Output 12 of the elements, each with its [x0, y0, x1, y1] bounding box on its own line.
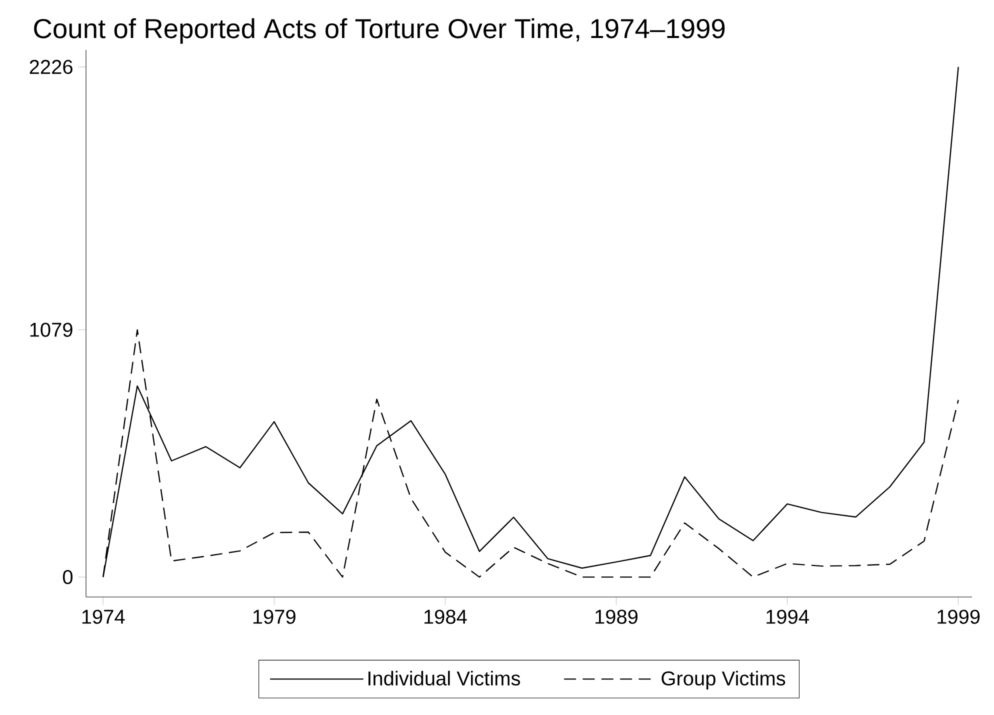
y-tick-label: 2226	[30, 60, 72, 74]
y-tick-label: 0	[62, 570, 73, 584]
legend-label: Individual Victims	[368, 670, 520, 686]
chart-title: Count of Reported Acts of Torture Over Time, 1974–1999	[34, 18, 725, 44]
x-tick-label: 1994	[766, 610, 809, 624]
x-tick-label: 1984	[424, 610, 467, 624]
legend-label: Group Victims	[662, 670, 786, 690]
x-tick-label: 1974	[82, 610, 125, 624]
y-tick-label: 1079	[30, 322, 72, 337]
x-tick-label: 1979	[253, 610, 296, 624]
x-tick-label: 1989	[596, 610, 638, 624]
x-tick-label: 1999	[938, 610, 980, 624]
